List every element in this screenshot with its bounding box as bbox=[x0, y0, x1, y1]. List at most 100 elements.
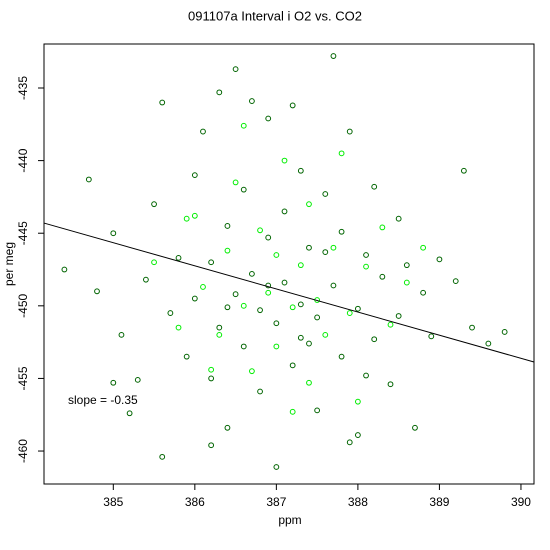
point bbox=[159, 453, 166, 460]
point bbox=[151, 201, 157, 208]
y-tick-label: -435 bbox=[16, 76, 30, 100]
point bbox=[379, 224, 386, 231]
point bbox=[452, 278, 459, 285]
point bbox=[94, 288, 100, 295]
point bbox=[281, 208, 288, 215]
point bbox=[346, 310, 353, 316]
point bbox=[265, 289, 272, 296]
point bbox=[200, 284, 206, 290]
point bbox=[273, 252, 280, 258]
point bbox=[249, 270, 255, 277]
point bbox=[289, 408, 296, 415]
point bbox=[249, 368, 255, 375]
fit-line bbox=[43, 222, 535, 363]
point bbox=[306, 340, 312, 347]
point bbox=[306, 379, 312, 386]
point bbox=[322, 331, 329, 338]
point bbox=[330, 244, 337, 251]
point bbox=[501, 329, 508, 335]
point bbox=[224, 247, 231, 254]
point bbox=[289, 362, 296, 369]
point bbox=[208, 366, 215, 373]
x-tick-label: 385 bbox=[103, 495, 123, 509]
point bbox=[208, 442, 215, 449]
point bbox=[306, 244, 312, 251]
point bbox=[289, 304, 296, 311]
point bbox=[297, 262, 304, 269]
point bbox=[265, 115, 272, 122]
point bbox=[460, 167, 467, 174]
point bbox=[216, 331, 223, 338]
point bbox=[281, 279, 288, 286]
point bbox=[395, 313, 402, 319]
point bbox=[281, 157, 288, 164]
x-tick-label: 390 bbox=[511, 495, 531, 509]
point bbox=[191, 295, 198, 302]
point bbox=[240, 122, 247, 129]
point bbox=[330, 53, 337, 59]
point bbox=[183, 215, 190, 222]
point bbox=[289, 102, 296, 109]
point bbox=[134, 376, 141, 383]
point bbox=[191, 212, 198, 219]
point bbox=[61, 266, 68, 273]
point bbox=[273, 320, 280, 327]
point bbox=[387, 321, 394, 328]
point bbox=[257, 227, 263, 234]
point bbox=[175, 324, 182, 331]
point bbox=[183, 353, 190, 360]
point bbox=[469, 324, 475, 331]
y-tick-label: -460 bbox=[16, 439, 30, 463]
point bbox=[85, 176, 92, 183]
point bbox=[240, 302, 247, 309]
y-tick-label: -440 bbox=[16, 148, 30, 172]
point bbox=[363, 252, 369, 258]
point bbox=[273, 343, 280, 350]
point bbox=[175, 255, 182, 261]
point bbox=[208, 259, 215, 266]
point bbox=[485, 340, 492, 347]
point bbox=[208, 375, 215, 382]
point bbox=[314, 407, 321, 414]
point bbox=[126, 410, 133, 417]
point bbox=[354, 305, 361, 312]
point bbox=[216, 89, 223, 96]
point bbox=[224, 424, 231, 431]
point bbox=[110, 230, 117, 237]
point bbox=[191, 172, 198, 179]
chart-title: 091107a Interval i O2 vs. CO2 bbox=[188, 8, 362, 23]
point bbox=[297, 301, 304, 308]
point bbox=[420, 244, 427, 251]
point bbox=[330, 282, 337, 289]
y-axis-label: per meg bbox=[2, 242, 16, 286]
point bbox=[395, 215, 402, 222]
point bbox=[273, 464, 280, 470]
point bbox=[240, 343, 247, 350]
point bbox=[322, 249, 329, 255]
point bbox=[387, 381, 394, 388]
x-tick-label: 389 bbox=[429, 495, 449, 509]
x-tick-label: 388 bbox=[348, 495, 368, 509]
point bbox=[265, 234, 272, 241]
point bbox=[232, 179, 239, 186]
point bbox=[306, 201, 312, 208]
point bbox=[363, 372, 369, 379]
point bbox=[200, 128, 206, 135]
x-tick-label: 386 bbox=[185, 495, 205, 509]
point bbox=[322, 191, 329, 197]
point bbox=[232, 66, 239, 73]
point bbox=[297, 334, 304, 341]
point bbox=[403, 279, 410, 286]
point bbox=[379, 273, 386, 280]
y-tick-label: -450 bbox=[16, 293, 30, 317]
point bbox=[224, 304, 231, 311]
point bbox=[420, 289, 427, 296]
point bbox=[159, 99, 166, 106]
point bbox=[346, 128, 353, 135]
point bbox=[338, 228, 345, 235]
point bbox=[167, 310, 174, 316]
point bbox=[151, 259, 157, 266]
point bbox=[257, 388, 263, 395]
point bbox=[371, 183, 378, 190]
